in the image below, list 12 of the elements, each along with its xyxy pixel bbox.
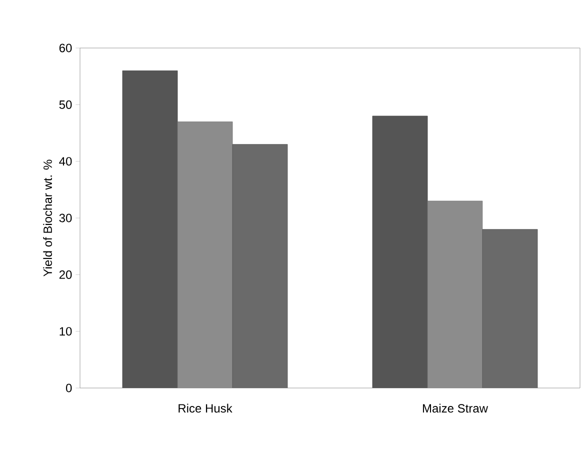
y-tick-label: 0 xyxy=(66,384,72,392)
y-tick-label: 10 xyxy=(60,327,72,336)
y-axis-title: Yield of Biochar wt. % xyxy=(43,160,52,276)
x-tick-label: Rice Husk xyxy=(178,404,232,413)
bar xyxy=(372,116,428,388)
y-tick-label: 20 xyxy=(59,270,72,279)
y-tick-label: 60 xyxy=(59,44,72,52)
y-tick-label: 30 xyxy=(59,214,72,222)
bar xyxy=(122,70,178,388)
y-tick-label: 40 xyxy=(59,157,72,166)
x-tick-label: Maize Straw xyxy=(422,404,488,413)
y-tick-label: 50 xyxy=(59,100,72,109)
